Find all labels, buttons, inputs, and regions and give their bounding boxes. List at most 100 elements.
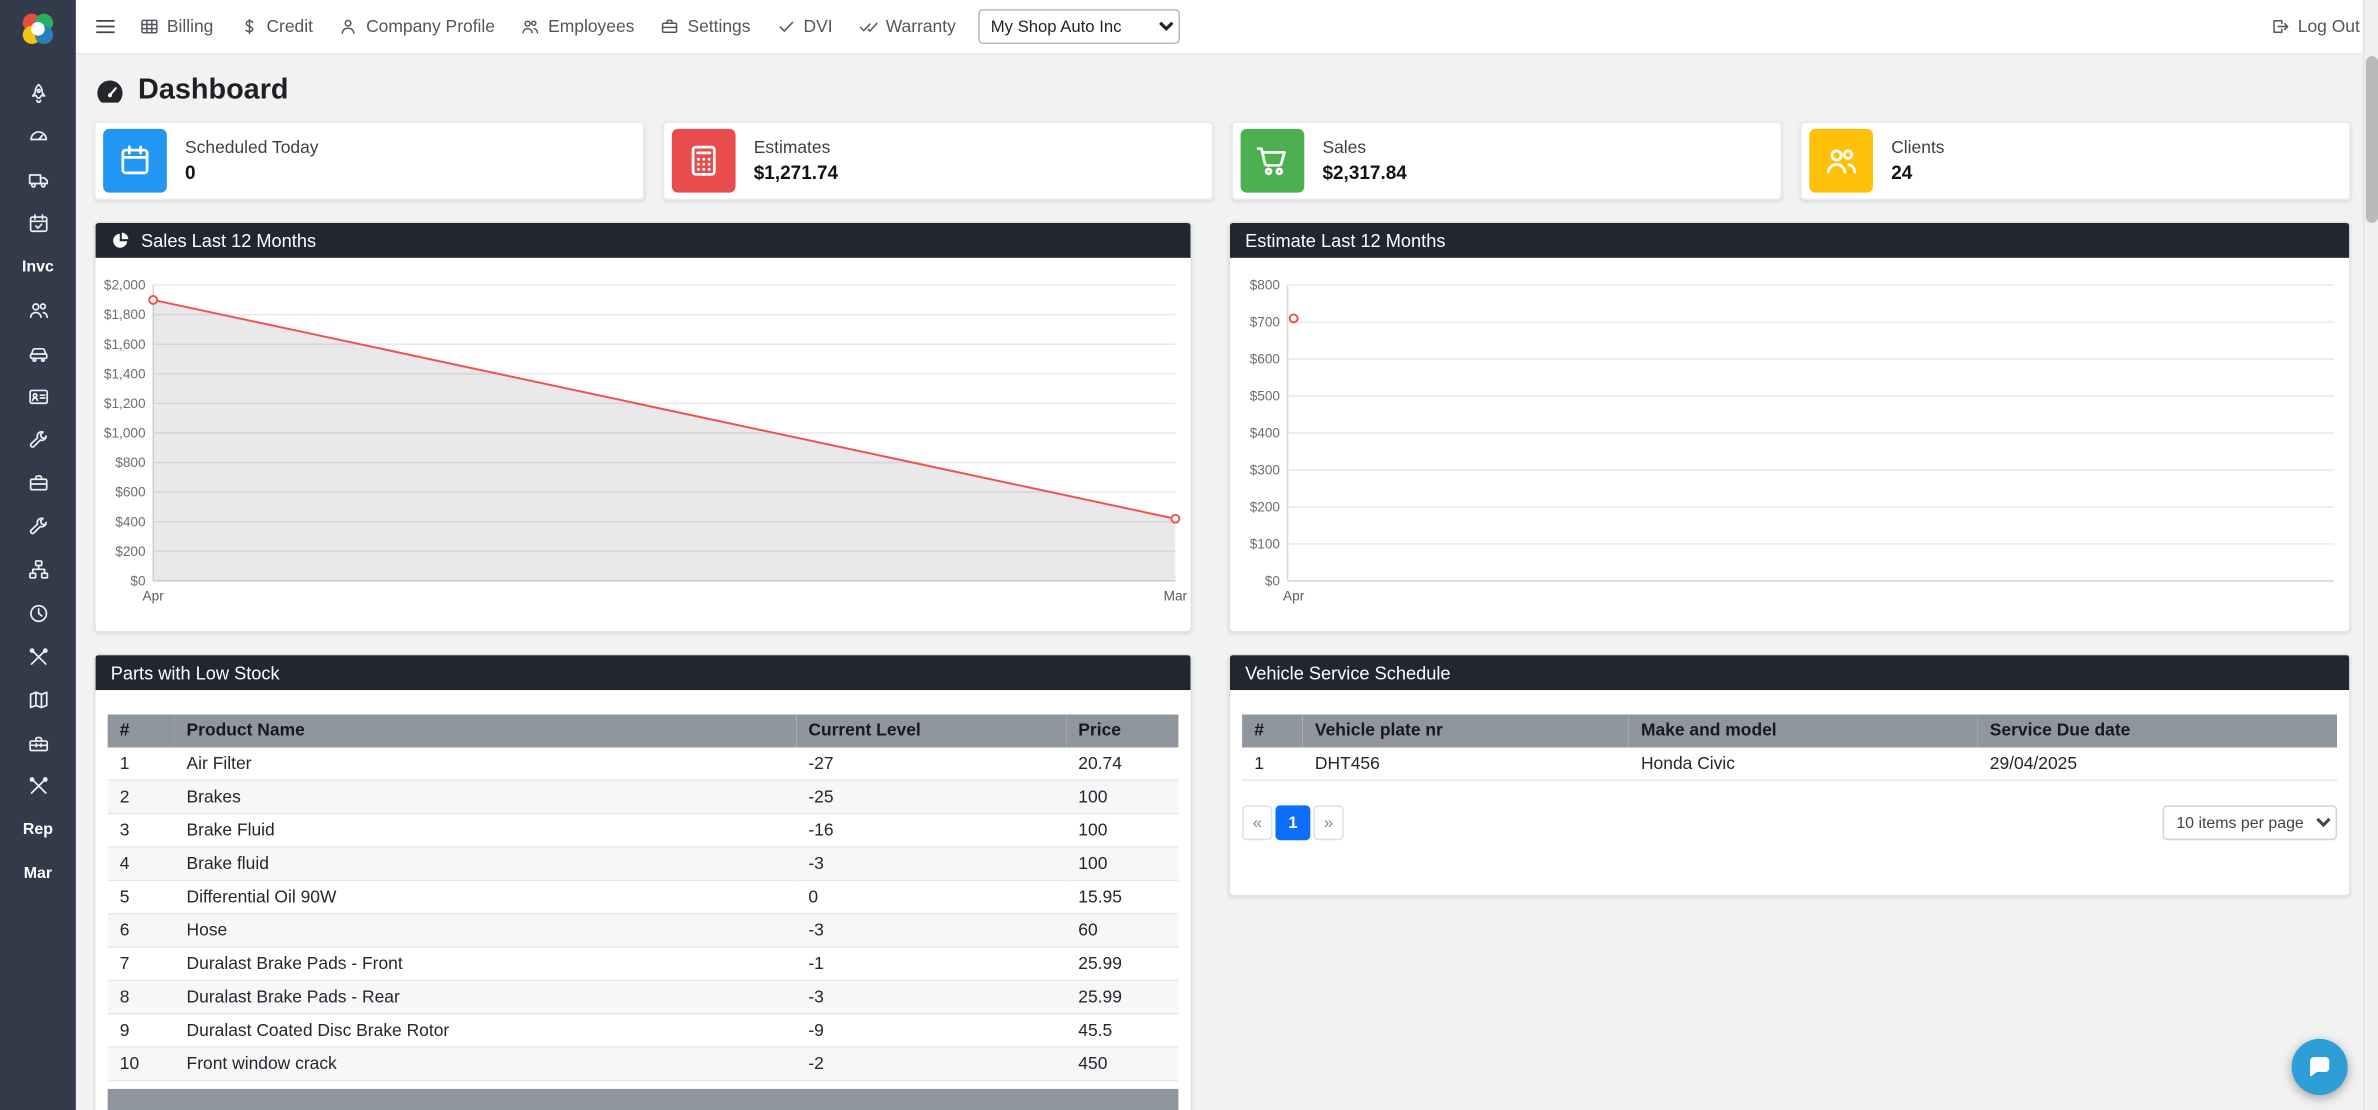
sidebar-item-workflow[interactable]	[0, 548, 76, 591]
table-cell: 5	[107, 880, 175, 915]
table-header-row: # Product Name Current Level Price	[107, 714, 1179, 748]
table-row: 10 Front window crack -2 450	[107, 1047, 1179, 1082]
table-cell: -9	[796, 1013, 1067, 1048]
chat-widget-button[interactable]	[2291, 1038, 2348, 1095]
svg-text:$600: $600	[115, 485, 146, 500]
sidebar-item-vehicles[interactable]	[0, 331, 76, 374]
crossed-tools-icon	[27, 645, 50, 668]
sidebar-item-dashboard[interactable]	[0, 115, 76, 158]
table-cell: Front window crack	[174, 1047, 797, 1082]
map-icon	[27, 689, 50, 712]
app-logo[interactable]	[17, 8, 59, 53]
nav-settings[interactable]: Settings	[660, 17, 750, 37]
parts-low-stock-panel: Parts with Low Stock # Product Name Curr…	[94, 653, 1193, 1110]
user-icon	[339, 17, 359, 37]
sidebar-item-tools-2[interactable]	[0, 765, 76, 808]
nav-billing[interactable]: Billing	[140, 17, 214, 37]
stat-value: 0	[185, 161, 196, 183]
table-cell: Honda Civic	[1628, 747, 1978, 782]
svg-text:Apr: Apr	[143, 589, 165, 604]
table-cell: Brakes	[174, 780, 797, 815]
table-cell: 100	[1066, 847, 1179, 882]
svg-text:$1,200: $1,200	[104, 396, 146, 411]
svg-text:Mar: Mar	[1164, 589, 1188, 604]
sidebar-item-repairs[interactable]	[0, 505, 76, 548]
sidebar-item-marketing[interactable]: Mar	[0, 852, 76, 895]
table-cell: 9	[107, 1013, 175, 1048]
panel-title: Vehicle Service Schedule	[1245, 661, 1451, 684]
sidebar-item-id-card[interactable]	[0, 375, 76, 418]
nav-warranty[interactable]: Warranty	[858, 17, 956, 37]
sidebar-item-jobs[interactable]	[0, 462, 76, 505]
nav-employees[interactable]: Employees	[521, 17, 635, 37]
svg-text:Apr: Apr	[1283, 589, 1305, 604]
cart-icon	[1240, 128, 1305, 193]
svg-text:$800: $800	[1250, 278, 1281, 293]
parts-table-footer-strip	[107, 1088, 1179, 1110]
table-cell: 1	[1242, 747, 1303, 782]
topbar: Billing Credit Company Profile Employees…	[75, 0, 2378, 55]
panel-body: # Product Name Current Level Price 1 Air …	[96, 690, 1191, 1110]
table-row: 7 Duralast Brake Pads - Front -1 25.99	[107, 947, 1179, 982]
car-icon	[27, 342, 50, 365]
sidebar-item-tools[interactable]	[0, 635, 76, 678]
sidebar-item-toolbox[interactable]	[0, 722, 76, 765]
nav-label: Billing	[166, 17, 214, 36]
table-header-row: # Vehicle plate nr Make and model Servic…	[1242, 714, 2338, 748]
logout-button[interactable]: Log Out	[2270, 17, 2360, 37]
sidebar-item-map[interactable]	[0, 678, 76, 721]
nav-credit[interactable]: Credit	[239, 17, 313, 37]
svg-text:$200: $200	[115, 544, 146, 559]
sidebar-item-reports[interactable]: Rep	[0, 808, 76, 851]
tachometer-icon	[27, 125, 50, 148]
pagination-next-button[interactable]: »	[1313, 805, 1344, 841]
scrollbar-thumb[interactable]	[2365, 56, 2378, 223]
nav-label: Warranty	[885, 17, 956, 36]
shop-select[interactable]: My Shop Auto Inc	[978, 9, 1181, 44]
table-cell: Duralast Coated Disc Brake Rotor	[174, 1013, 797, 1048]
panel-header: Parts with Low Stock	[95, 655, 1191, 691]
table-row: 1 DHT456 Honda Civic 29/04/2025	[1242, 747, 2338, 782]
table-cell: 8	[107, 980, 175, 1015]
table-cell: -2	[796, 1047, 1067, 1082]
table-cell: 450	[1066, 1047, 1179, 1082]
menu-toggle-button[interactable]	[94, 14, 118, 38]
items-per-page-select[interactable]: 10 items per page	[2162, 805, 2338, 841]
panel-title: Estimate Last 12 Months	[1245, 229, 1446, 251]
table-cell: Differential Oil 90W	[174, 880, 797, 915]
estimate-chart-panel: Estimate Last 12 Months $0 $100 $200 $300 $4…	[1228, 221, 2351, 633]
column-header: Vehicle plate nr	[1302, 714, 1629, 748]
table-cell: Duralast Brake Pads - Front	[174, 947, 797, 982]
svg-text:$500: $500	[1250, 389, 1281, 404]
nav-company-profile[interactable]: Company Profile	[339, 17, 495, 37]
pagination-page-1-button[interactable]: 1	[1275, 805, 1311, 841]
briefcase-icon	[660, 17, 680, 37]
sidebar-item-appointments[interactable]	[0, 201, 76, 244]
sidebar-item-timeclock[interactable]	[0, 592, 76, 635]
table-cell: 25.99	[1066, 980, 1179, 1015]
briefcase-icon	[27, 472, 50, 495]
table-row: 8 Duralast Brake Pads - Rear -3 25.99	[107, 980, 1179, 1015]
sidebar-item-truck[interactable]	[0, 158, 76, 201]
stat-card-clients: Clients 24	[1800, 121, 2351, 201]
logout-label: Log Out	[2297, 17, 2360, 36]
sidebar-item-customers[interactable]	[0, 288, 76, 331]
calculator-icon	[671, 128, 736, 193]
nav-label: Employees	[548, 17, 635, 36]
pagination-buttons: « 1 »	[1242, 805, 1344, 841]
tables-row: Parts with Low Stock # Product Name Curr…	[94, 653, 2351, 1110]
sales-line-chart: $0 $200 $400 $600 $800 $1,000 $1,200 $1,400 $1,6…	[104, 278, 1188, 604]
page-head: Dashboard	[94, 73, 2363, 109]
sidebar-item-services[interactable]	[0, 418, 76, 461]
pagination-prev-button[interactable]: «	[1242, 805, 1273, 841]
nav-dvi[interactable]: DVI	[776, 17, 833, 37]
calendar-check-icon	[27, 212, 50, 235]
page-scrollbar[interactable]	[2362, 0, 2378, 1110]
column-header: Make and model	[1628, 714, 1978, 748]
svg-text:$600: $600	[1250, 352, 1281, 367]
table-cell: -3	[796, 847, 1067, 882]
svg-text:$2,000: $2,000	[104, 278, 146, 293]
sidebar-item-rocket[interactable]	[0, 71, 76, 114]
sidebar-item-invoices[interactable]: Invc	[0, 245, 76, 288]
